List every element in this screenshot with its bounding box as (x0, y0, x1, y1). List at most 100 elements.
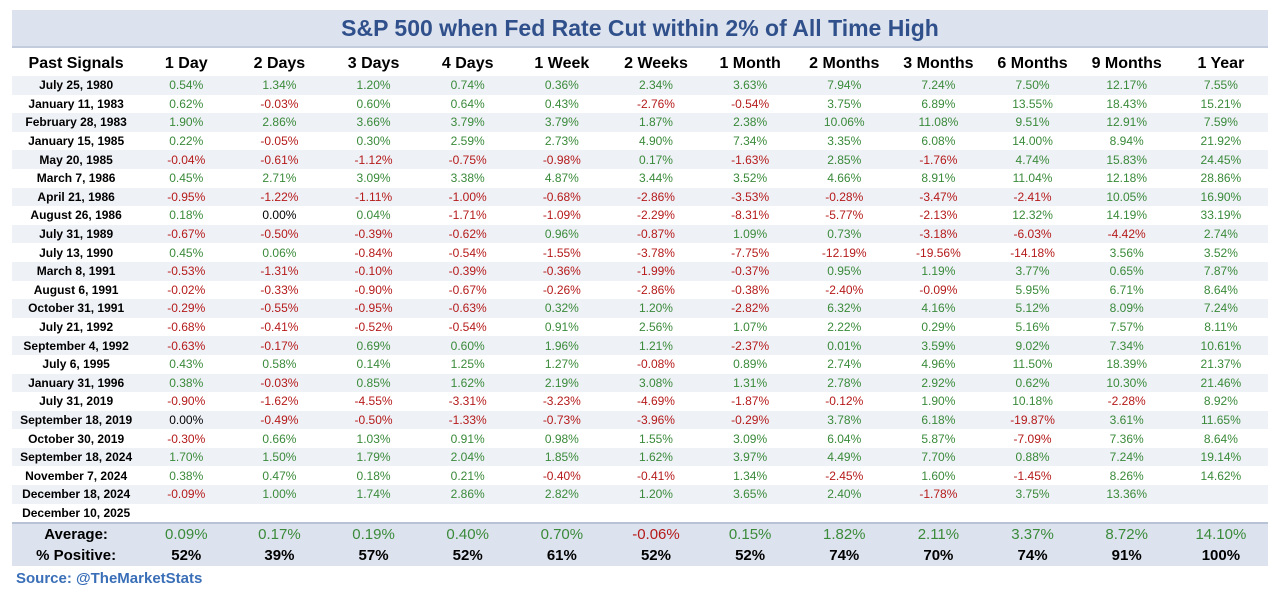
return-cell: 24.45% (1173, 150, 1268, 169)
return-cell: 0.00% (262, 208, 297, 223)
return-cell: 3.59% (891, 336, 986, 355)
return-cell: 18.39% (1106, 357, 1148, 372)
return-cell: -0.84% (354, 245, 393, 260)
return-cell: -0.08% (636, 357, 675, 372)
return-cell: 0.65% (1079, 261, 1174, 281)
return-cell: -0.04% (140, 150, 233, 169)
return-cell: -0.63% (140, 336, 233, 355)
return-cell: -14.18% (1010, 245, 1055, 260)
return-cell (891, 504, 985, 524)
table-row: July 13, 1990 0.45% 0.06% -0.84% -0.54% -1.55… (12, 243, 1268, 262)
table-row: April 21, 1986 -0.95% -1.22% -1.11% -1.00% -0… (12, 187, 1268, 207)
return-cell: 1.20% (608, 299, 704, 318)
average-value: 0.70% (514, 522, 609, 546)
table-row: February 28, 1983 1.90% 2.86% 3.66% 3.79% 3.7… (12, 113, 1268, 132)
signal-date: February 28, 1983 (12, 113, 141, 132)
signal-date: July 13, 1990 (39, 245, 114, 260)
source-credit: Source: @TheMarketStats (16, 570, 203, 587)
return-cell: 3.75% (985, 485, 1080, 504)
return-cell: -0.10% (326, 261, 421, 281)
table-row: May 20, 1985 -0.04% -0.61% -1.12% -0.75% -0.9… (12, 150, 1268, 169)
return-cell: 10.06% (797, 113, 892, 132)
column-header: 2 Days (253, 55, 306, 72)
average-value: 1.82% (797, 522, 892, 546)
return-cell: 0.06% (262, 245, 297, 260)
pct_positive-value: 70% (891, 545, 986, 567)
return-cell: 1.34% (733, 468, 768, 483)
return-cell: 2.74% (1173, 224, 1268, 244)
return-cell: 1.20% (326, 76, 421, 95)
return-cell: 0.45% (169, 171, 204, 186)
return-cell: -1.87% (731, 394, 770, 409)
average-value: 8.72% (1079, 522, 1174, 546)
return-cell: 3.79% (514, 113, 609, 132)
return-cell (985, 504, 1079, 524)
return-cell: 0.18% (169, 208, 204, 223)
return-cell: 2.59% (450, 134, 485, 149)
return-cell: -0.73% (514, 410, 609, 430)
return-cell: 8.26% (1109, 468, 1144, 483)
return-cell (609, 504, 703, 524)
return-cell: 7.87% (1173, 261, 1268, 281)
return-cell: 2.85% (797, 150, 892, 169)
return-cell: -0.54% (448, 245, 487, 260)
return-cell: 15.21% (1200, 96, 1242, 111)
return-cell (140, 504, 232, 524)
return-cell: 2.19% (514, 373, 609, 393)
return-cell: -0.41% (636, 468, 675, 483)
return-cell: -0.50% (326, 410, 421, 430)
average-value: -0.06% (608, 522, 704, 546)
table-row: November 7, 2024 0.38% 0.47% 0.18% 0.21% -0.4… (12, 466, 1268, 485)
return-cell: 7.50% (985, 76, 1080, 95)
return-cell: 0.54% (140, 76, 233, 95)
return-cell: 7.57% (1109, 320, 1144, 335)
return-cell: 11.50% (1012, 357, 1053, 372)
average-value: 0.15% (703, 522, 798, 546)
return-cell: 0.47% (262, 468, 297, 483)
return-cell: 7.34% (733, 134, 768, 149)
return-cell: 0.00% (140, 410, 233, 430)
table-row: July 21, 1992 -0.68% -0.41% -0.52% -0.54% 0.9… (12, 318, 1268, 337)
return-cell: -0.30% (167, 431, 206, 446)
return-cell: 11.08% (891, 113, 986, 132)
signal-date: October 30, 2019 (28, 431, 125, 446)
return-cell: 1.96% (514, 336, 609, 355)
return-cell: 0.98% (544, 431, 579, 446)
return-cell: -0.68% (514, 187, 609, 207)
table-row: January 15, 1985 0.22% -0.05% 0.30% 2.59% 2.7… (12, 132, 1268, 151)
return-cell: -0.68% (167, 320, 206, 335)
table-row: March 7, 1986 0.45% 2.71% 3.09% 3.38% 4.87% 3.… (12, 169, 1268, 188)
column-header-signals: Past Signals (28, 55, 124, 72)
return-cell: 0.58% (262, 357, 297, 372)
return-cell: 0.60% (420, 336, 515, 355)
return-cell: -3.53% (703, 187, 798, 207)
return-cell (421, 504, 515, 524)
return-cell: 0.96% (514, 224, 609, 244)
signal-date: August 6, 1991 (33, 282, 119, 297)
return-cell: -0.09% (140, 485, 233, 504)
return-cell: -1.71% (448, 208, 487, 223)
return-cell: 0.69% (326, 336, 421, 355)
return-cell: 2.92% (891, 373, 986, 393)
return-cell: -7.75% (731, 245, 770, 260)
return-cell: -1.00% (420, 187, 515, 207)
return-cell: 1.50% (232, 447, 327, 467)
return-cell: 0.01% (797, 336, 892, 355)
table-row: October 30, 2019 -0.30% 0.66% 1.03% 0.91% 0.9… (12, 429, 1268, 448)
return-cell: -1.55% (542, 245, 581, 260)
pct_positive-value: 52% (703, 545, 798, 567)
return-cell: 3.61% (1079, 410, 1174, 430)
return-cell: 6.71% (1109, 282, 1144, 297)
return-cell: -2.13% (919, 208, 958, 223)
signal-date: August 26, 1986 (30, 208, 122, 223)
return-cell: 0.38% (169, 468, 204, 483)
return-cell: -0.29% (703, 410, 798, 430)
return-cell: -0.03% (260, 96, 299, 111)
return-cell: -0.36% (514, 261, 609, 281)
return-cell: -1.33% (420, 410, 515, 430)
return-cell: -3.47% (891, 187, 986, 207)
return-cell (1173, 485, 1268, 504)
return-cell: -0.03% (232, 373, 327, 393)
return-cell: 8.64% (1203, 431, 1238, 446)
return-cell: 3.52% (1203, 245, 1238, 260)
